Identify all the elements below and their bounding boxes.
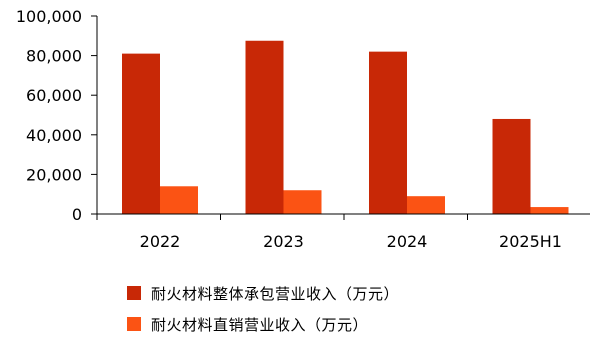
- bar-chart: 0 20,000 40,000 60,000 80,000 100,000 2022 2023…: [16, 7, 590, 251]
- legend: 耐火材料整体承包营业收入（万元） 耐火材料直销营业收入（万元）: [127, 282, 399, 344]
- bar-series-1-2022: [122, 53, 160, 215]
- bar-series-2-2022: [160, 186, 198, 214]
- bar-series-2-2023: [283, 190, 322, 214]
- bar-series-2-2025H1: [530, 207, 569, 214]
- y-tick-label: 0: [72, 205, 82, 224]
- y-tick-label: 100,000: [16, 7, 82, 26]
- y-tick-label: 60,000: [26, 86, 82, 105]
- y-tick-label: 20,000: [26, 165, 82, 184]
- legend-swatch-series-1: [127, 286, 141, 300]
- bar-series-1-2025H1: [492, 118, 531, 214]
- legend-label-series-2: 耐火材料直销营业收入（万元）: [151, 315, 369, 334]
- x-tick-label-2024: 2024: [387, 232, 428, 251]
- x-tick-label-2025H1: 2025H1: [499, 232, 562, 251]
- y-tick-label: 80,000: [26, 47, 82, 66]
- legend-item-series-2: 耐火材料直销营业收入（万元）: [127, 313, 399, 335]
- legend-label-series-1: 耐火材料整体承包营业收入（万元）: [151, 284, 400, 303]
- axes-group: 0 20,000 40,000 60,000 80,000 100,000 2022 2023…: [16, 7, 590, 251]
- x-tick-label-2022: 2022: [140, 232, 181, 251]
- bar-series-1-2024: [369, 51, 407, 214]
- legend-item-series-1: 耐火材料整体承包营业收入（万元）: [127, 282, 399, 304]
- y-tick-label: 40,000: [26, 126, 82, 145]
- bar-series-2-2024: [407, 196, 445, 214]
- bar-series-1-2023: [245, 40, 284, 214]
- x-tick-label-2023: 2023: [263, 232, 304, 251]
- bars-group: [122, 40, 569, 215]
- legend-swatch-series-2: [127, 317, 141, 331]
